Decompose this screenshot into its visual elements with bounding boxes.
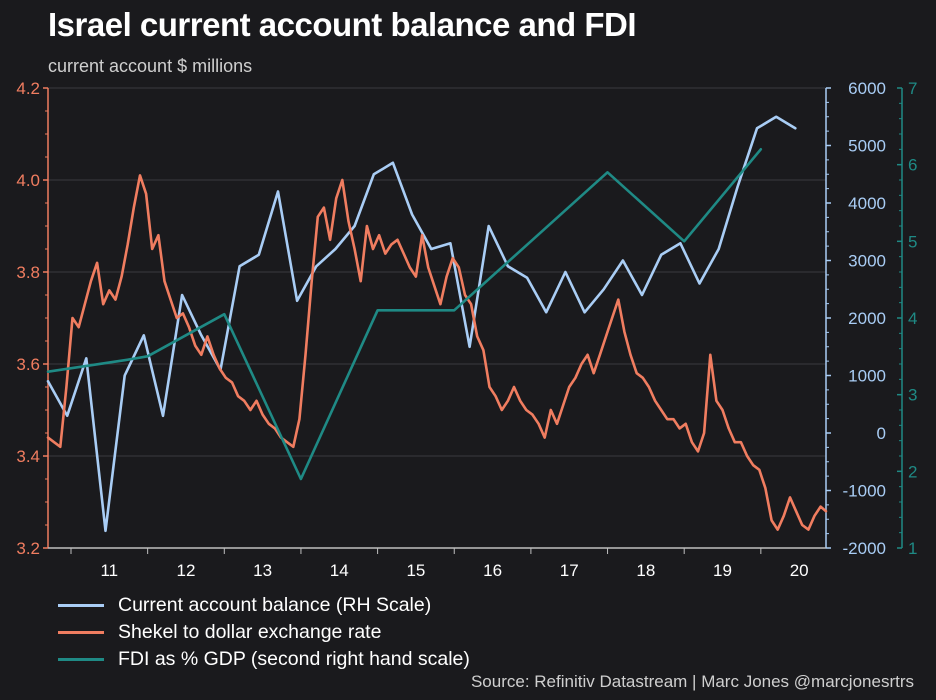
- legend-label-fdi: FDI as % GDP (second right hand scale): [118, 648, 470, 670]
- second-right-tick-label: 4: [908, 309, 917, 328]
- left-tick-label: 4.2: [16, 79, 40, 98]
- legend: Current account balance (RH Scale) Sheke…: [58, 592, 470, 673]
- right-tick-label: -2000: [843, 539, 886, 558]
- x-tick-label: 18: [636, 561, 655, 580]
- right-tick-label: 0: [877, 424, 886, 443]
- second-right-tick-label: 3: [908, 386, 917, 405]
- legend-swatch-current-account: [58, 604, 104, 607]
- left-tick-label: 3.8: [16, 263, 40, 282]
- right-tick-label: 6000: [848, 79, 886, 98]
- left-tick-label: 3.4: [16, 447, 40, 466]
- right-tick-label: 5000: [848, 137, 886, 156]
- legend-item-shekel: Shekel to dollar exchange rate: [58, 619, 470, 646]
- chart-subtitle: current account $ millions: [48, 56, 253, 76]
- x-tick-label: 12: [177, 561, 196, 580]
- legend-swatch-fdi: [58, 658, 104, 661]
- x-tick-label: 11: [100, 561, 118, 580]
- right-tick-label: 1000: [848, 367, 886, 386]
- second-right-tick-label: 6: [908, 156, 917, 175]
- x-tick-label: 14: [330, 561, 349, 580]
- x-tick-label: 15: [406, 561, 425, 580]
- x-axis: 11 12 13 14 15 16 17 18 19 20: [48, 547, 826, 580]
- right-axis: -2000 -1000 0 1000 2000 3000 4000 5000 6000: [825, 79, 886, 558]
- x-tick-label: 13: [253, 561, 272, 580]
- shekel-line: [46, 174, 828, 531]
- legend-label-current-account: Current account balance (RH Scale): [118, 594, 432, 616]
- second-right-tick-label: 2: [908, 462, 917, 481]
- x-tick-label: 16: [483, 561, 502, 580]
- second-right-tick-label: 7: [908, 79, 917, 98]
- right-tick-label: -1000: [843, 482, 886, 501]
- legend-label-shekel: Shekel to dollar exchange rate: [118, 621, 382, 643]
- series-layer: [46, 115, 828, 533]
- gridlines: [48, 87, 826, 549]
- left-tick-label: 3.6: [16, 355, 40, 374]
- x-tick-label: 17: [560, 561, 579, 580]
- second-right-tick-label: 1: [908, 539, 917, 558]
- left-tick-label: 4.0: [16, 171, 40, 190]
- source-note: Source: Refinitiv Datastream | Marc Jone…: [470, 672, 914, 691]
- right-tick-label: 4000: [848, 194, 886, 213]
- legend-item-current-account: Current account balance (RH Scale): [58, 592, 470, 619]
- left-tick-label: 3.2: [16, 539, 40, 558]
- x-tick-label: 20: [790, 561, 809, 580]
- fdi-line: [46, 148, 763, 481]
- page-title: Israel current account balance and FDI: [48, 6, 637, 43]
- current-account-line: [46, 115, 797, 533]
- second-right-axis: 1 2 3 4 5 6 7: [897, 79, 917, 558]
- x-tick-label: 19: [713, 561, 732, 580]
- legend-swatch-shekel: [58, 631, 104, 634]
- right-tick-label: 2000: [848, 309, 886, 328]
- legend-item-fdi: FDI as % GDP (second right hand scale): [58, 646, 470, 673]
- left-axis: 3.2 3.4 3.6 3.8 4.0 4.2: [16, 79, 49, 558]
- second-right-tick-label: 5: [908, 232, 917, 251]
- right-tick-label: 3000: [848, 252, 886, 271]
